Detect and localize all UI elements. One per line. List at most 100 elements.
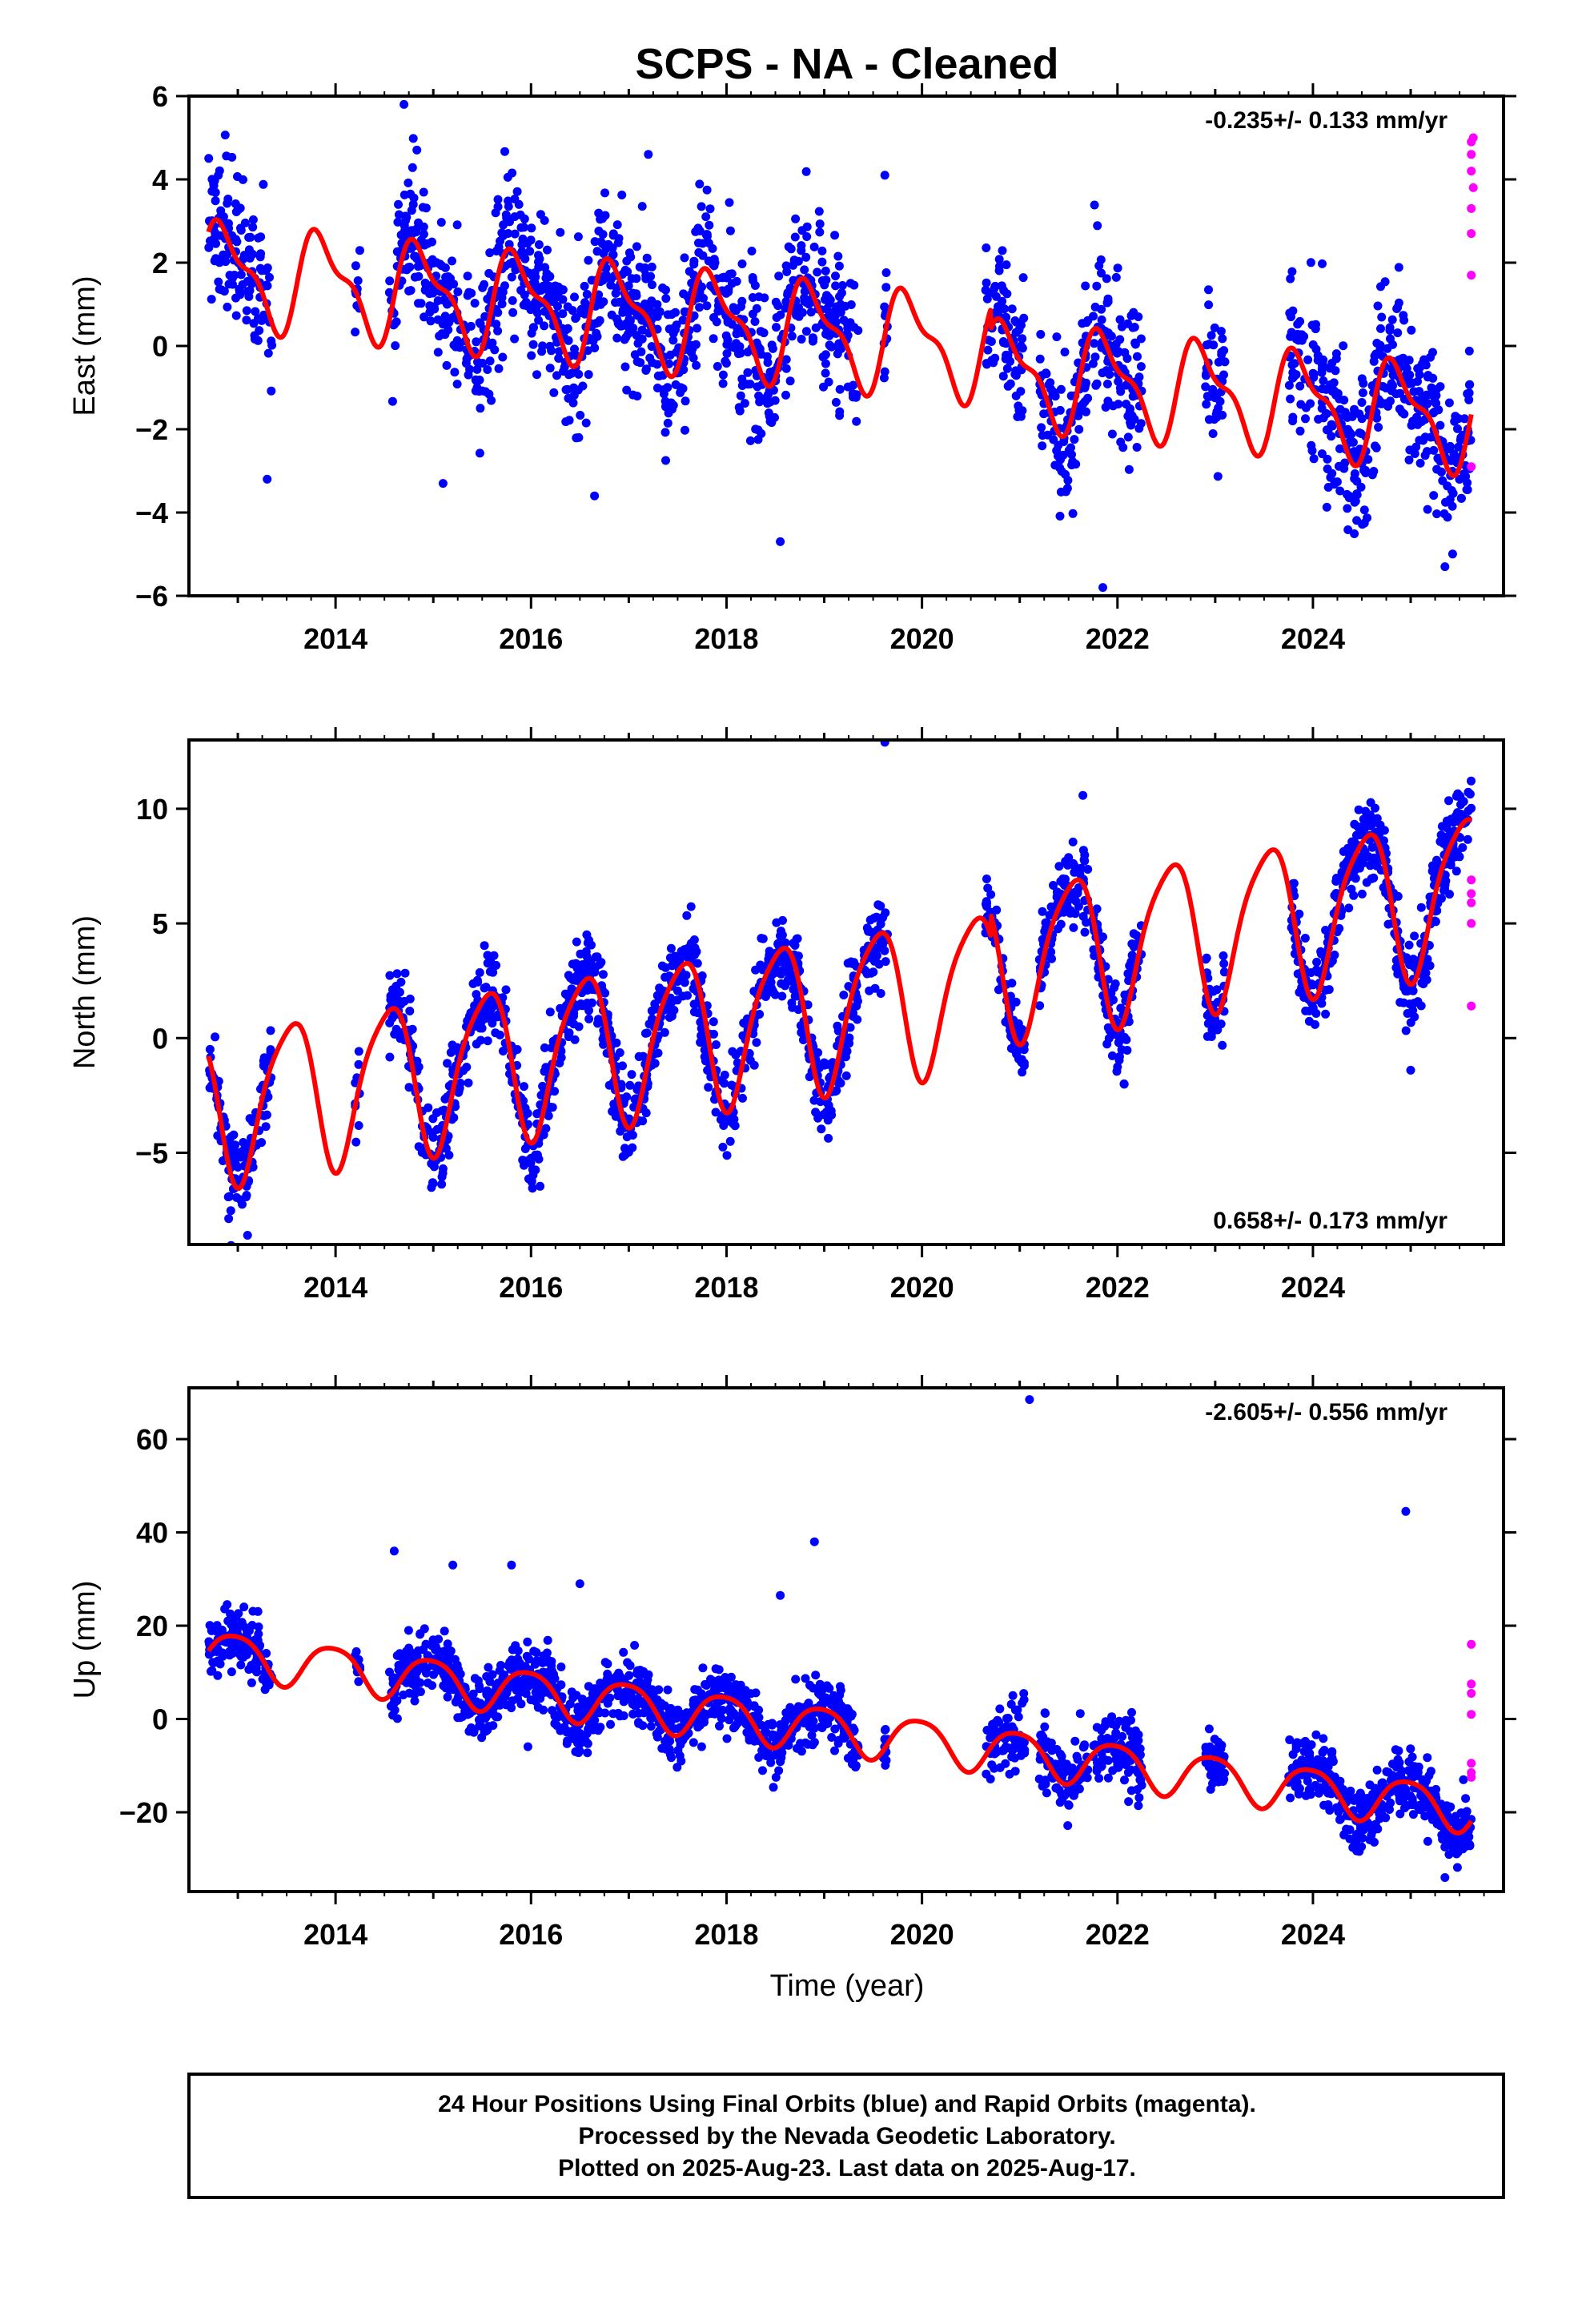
final-orbit-point [463, 271, 472, 281]
final-orbit-point [1376, 324, 1385, 333]
final-orbit-point [1350, 474, 1359, 484]
final-orbit-point [1301, 403, 1311, 412]
final-orbit-point [252, 1667, 262, 1677]
final-orbit-point [821, 329, 830, 339]
final-orbit-point [508, 1645, 517, 1655]
final-orbit-point [266, 1045, 275, 1055]
final-orbit-point [485, 248, 495, 258]
final-orbit-point [831, 281, 841, 291]
final-orbit-point [543, 245, 552, 255]
final-orbit-point [671, 380, 681, 389]
final-orbit-point [215, 284, 224, 294]
final-orbit-point [822, 291, 831, 300]
final-orbit-point [517, 247, 527, 256]
final-orbit-point [1013, 412, 1022, 421]
final-orbit-point [1075, 869, 1085, 879]
final-orbit-point [408, 134, 418, 143]
final-orbit-point [1068, 509, 1078, 518]
final-orbit-point [1444, 796, 1453, 806]
final-orbit-point [354, 1677, 363, 1687]
final-orbit-point [353, 276, 363, 285]
final-orbit-point [1303, 355, 1313, 364]
final-orbit-point [983, 345, 993, 355]
final-orbit-point [1096, 255, 1106, 264]
final-orbit-point [612, 220, 622, 230]
final-orbit-point [1343, 504, 1352, 513]
final-orbit-points [204, 1395, 1476, 1882]
final-orbit-point [514, 199, 524, 209]
final-orbit-point [1365, 821, 1375, 830]
final-orbit-point [1406, 1065, 1415, 1075]
final-orbit-point [409, 193, 419, 203]
final-orbit-point [211, 196, 220, 206]
final-orbit-point [404, 178, 413, 187]
final-orbit-point [473, 1676, 483, 1686]
rapid-orbit-point [1467, 898, 1476, 907]
final-orbit-point [1407, 960, 1416, 970]
final-orbit-point [725, 198, 734, 207]
final-orbit-point [1418, 392, 1427, 402]
final-orbit-point [797, 241, 806, 251]
final-orbit-point [502, 213, 512, 223]
final-orbit-point [483, 951, 492, 960]
final-orbit-point [527, 351, 536, 360]
final-orbit-point [395, 1649, 404, 1659]
final-orbit-point [1043, 430, 1053, 440]
final-orbit-point [697, 202, 706, 211]
final-orbit-point [837, 343, 846, 352]
rapid-orbit-point [1467, 462, 1476, 472]
final-orbit-point [528, 1184, 537, 1193]
final-orbit-point [410, 272, 420, 282]
final-orbit-point [845, 1023, 855, 1032]
final-orbit-point [673, 1763, 682, 1772]
final-orbit-point [811, 323, 821, 332]
final-orbit-point [718, 370, 728, 380]
final-orbit-point [354, 1047, 363, 1056]
final-orbit-point [582, 290, 592, 299]
final-orbit-point [1290, 359, 1299, 368]
final-orbit-point [510, 334, 520, 344]
final-orbit-point [695, 226, 705, 235]
final-orbit-point [743, 368, 753, 377]
final-orbit-point [837, 281, 847, 290]
final-orbit-point [591, 952, 600, 962]
final-orbit-point [420, 278, 430, 287]
final-orbit-point [1357, 889, 1367, 899]
final-orbit-point [1453, 424, 1462, 433]
y-tick-label: 0 [152, 1022, 168, 1055]
final-orbit-point [583, 939, 592, 947]
final-orbit-point [982, 278, 991, 287]
final-orbit-point [1423, 955, 1432, 964]
final-orbit-point [1060, 348, 1070, 357]
final-orbit-point [722, 1151, 732, 1160]
final-orbit-point [226, 1206, 235, 1216]
final-orbit-point [393, 988, 403, 998]
final-orbit-point [436, 218, 446, 227]
final-orbit-point [501, 985, 511, 995]
final-orbit-point [556, 227, 565, 237]
final-orbit-point [1312, 957, 1322, 967]
final-orbit-point [737, 296, 747, 306]
final-orbit-point [634, 1052, 644, 1061]
final-orbit-point [718, 1142, 728, 1152]
final-orbit-point [839, 316, 849, 325]
final-orbit-point [508, 257, 517, 267]
final-orbit-point [1202, 953, 1211, 963]
final-orbit-point [516, 210, 525, 219]
final-orbit-point [400, 968, 410, 978]
final-orbit-point [462, 1063, 472, 1072]
final-orbit-point [634, 1708, 643, 1718]
final-orbit-point [573, 385, 583, 395]
final-orbit-point [499, 220, 508, 230]
final-orbit-point [1319, 413, 1328, 423]
final-orbit-point [478, 283, 488, 292]
final-orbit-point [1362, 878, 1371, 887]
final-orbit-point [797, 226, 807, 235]
final-orbit-point [675, 1751, 685, 1760]
final-orbit-point [1462, 485, 1472, 494]
y-tick-label: 2 [152, 247, 168, 279]
final-orbit-point [590, 237, 600, 247]
final-orbit-point [563, 302, 572, 312]
final-orbit-point [1372, 814, 1382, 823]
final-orbit-point [230, 271, 239, 279]
